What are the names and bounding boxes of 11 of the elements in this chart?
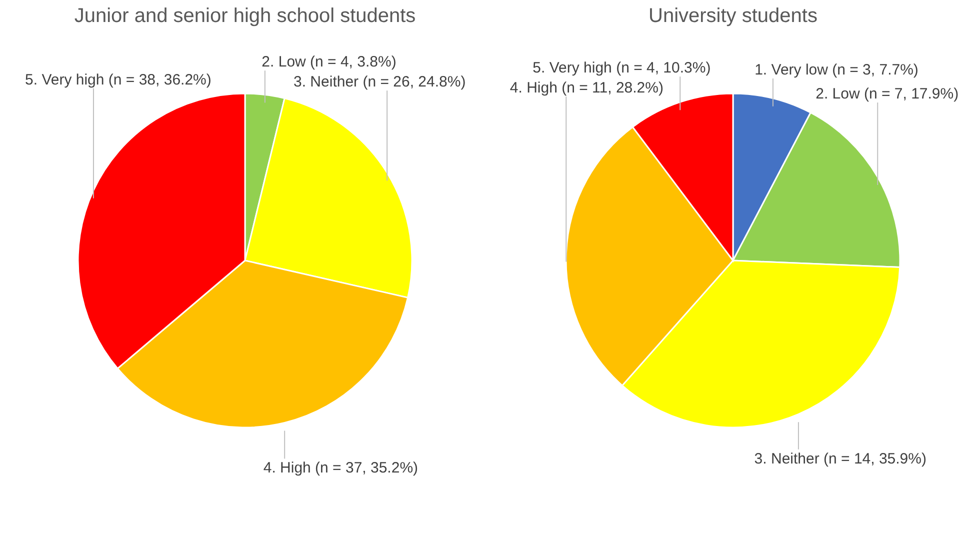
slice-label: 3. Neither (n = 14, 35.9%) — [754, 450, 926, 468]
chart-title: Junior and senior high school students — [74, 5, 416, 27]
slice-label: 5. Very high (n = 4, 10.3%) — [532, 60, 711, 77]
slice-label: 2. Low (n = 4, 3.8%) — [262, 54, 396, 71]
slice-label: 2. Low (n = 7, 17.9%) — [816, 86, 959, 103]
slice-label: 3. Neither (n = 26, 24.8%) — [294, 74, 466, 91]
slice-label: 5. Very high (n = 38, 36.2%) — [25, 71, 212, 88]
slice-label: 4. High (n = 37, 35.2%) — [263, 460, 418, 477]
slice-label: 4. High (n = 11, 28.2%) — [510, 80, 664, 97]
chart-title: University students — [648, 5, 818, 27]
slice-label: 1. Very low (n = 3, 7.7%) — [754, 61, 918, 78]
